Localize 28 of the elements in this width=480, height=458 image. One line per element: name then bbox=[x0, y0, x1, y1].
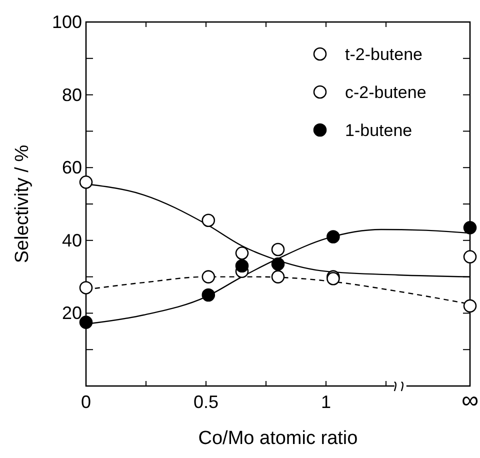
point bbox=[463, 221, 477, 234]
point bbox=[463, 250, 477, 264]
point bbox=[271, 270, 285, 284]
point bbox=[79, 281, 93, 294]
point bbox=[202, 288, 216, 302]
point bbox=[202, 214, 216, 228]
y-tick-label: 20 bbox=[62, 303, 82, 324]
point bbox=[202, 270, 216, 284]
point bbox=[463, 299, 477, 313]
point bbox=[326, 230, 340, 244]
y-tick-label: 100 bbox=[52, 12, 82, 32]
point bbox=[235, 246, 249, 260]
point bbox=[79, 176, 93, 189]
y-axis-title: Selectivity / % bbox=[12, 144, 33, 264]
y-tick-label: 40 bbox=[62, 230, 82, 250]
point bbox=[235, 259, 249, 273]
legend-label: c-2-butene bbox=[345, 83, 426, 102]
x-tick-label: 0.5 bbox=[193, 392, 219, 412]
legend-label: t-2-butene bbox=[345, 45, 422, 64]
point bbox=[271, 242, 285, 256]
x-tick-label: 0 bbox=[80, 392, 92, 412]
y-tick-label: 80 bbox=[62, 84, 82, 105]
x-tick-label: 1 bbox=[320, 392, 332, 412]
point bbox=[271, 257, 285, 271]
x-axis-title: Co/Mo atomic ratio bbox=[198, 428, 358, 449]
legend-label: 1-butene bbox=[345, 121, 412, 140]
x-tick-label: ∞ bbox=[461, 387, 479, 414]
y-tick-label: 60 bbox=[62, 158, 82, 178]
